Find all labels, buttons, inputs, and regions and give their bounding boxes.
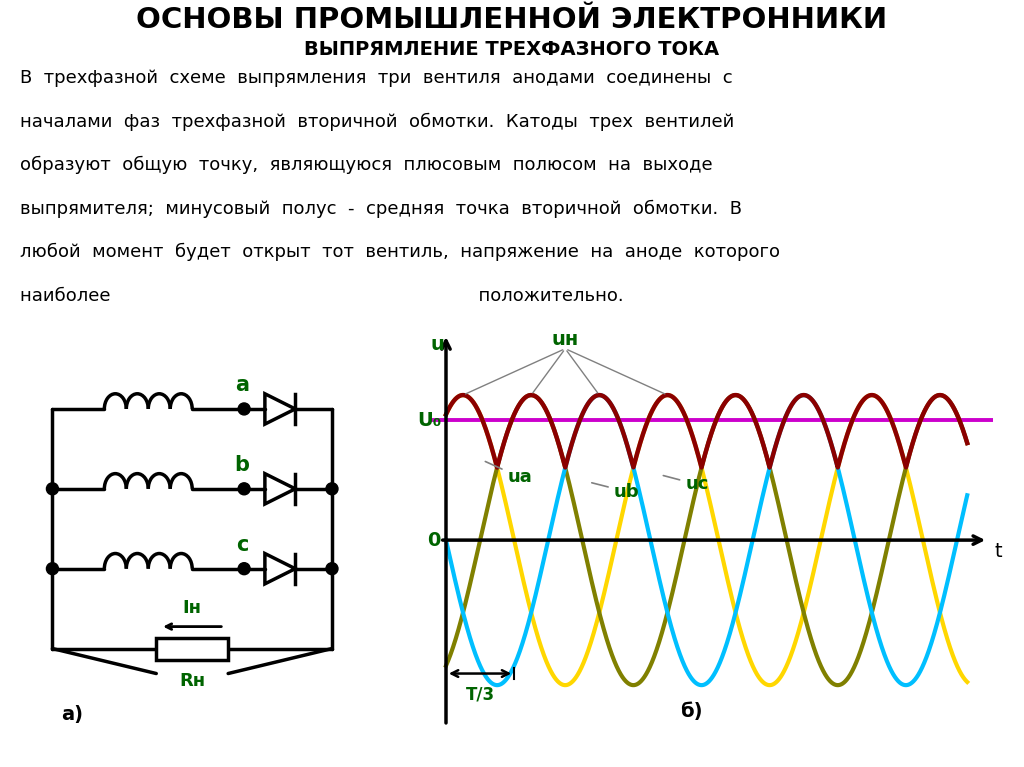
Circle shape <box>239 483 250 495</box>
Text: t: t <box>994 542 1002 561</box>
Text: U₀: U₀ <box>418 410 441 430</box>
Text: началами  фаз  трехфазной  вторичной  обмотки.  Катоды  трех  вентилей: началами фаз трехфазной вторичной обмотк… <box>20 113 735 131</box>
Text: ua: ua <box>485 462 532 486</box>
Text: ВЫПРЯМЛЕНИЕ ТРЕХФАЗНОГО ТОКА: ВЫПРЯМЛЕНИЕ ТРЕХФАЗНОГО ТОКА <box>304 40 720 59</box>
Text: 0: 0 <box>427 531 440 550</box>
Bar <box>157 637 228 660</box>
Text: В  трехфазной  схеме  выпрямления  три  вентиля  анодами  соединены  с: В трехфазной схеме выпрямления три венти… <box>20 69 733 87</box>
Circle shape <box>46 563 58 574</box>
Text: наиболее                                                                положите: наиболее положите <box>20 287 624 304</box>
Circle shape <box>326 563 338 574</box>
Text: образуют  общую  точку,  являющуюся  плюсовым  полюсом  на  выходе: образуют общую точку, являющуюся плюсовы… <box>20 156 713 174</box>
Text: c: c <box>236 535 248 555</box>
Circle shape <box>239 563 250 574</box>
Text: uн: uн <box>552 330 579 349</box>
Text: а): а) <box>61 706 83 725</box>
Text: б): б) <box>680 702 702 721</box>
Circle shape <box>239 403 250 415</box>
Text: выпрямителя;  минусовый  полус  -  средняя  точка  вторичной  обмотки.  В: выпрямителя; минусовый полус - средняя т… <box>20 199 742 218</box>
Text: a: a <box>236 375 249 395</box>
Text: Rн: Rн <box>179 672 205 690</box>
Circle shape <box>326 483 338 495</box>
Text: любой  момент  будет  открыт  тот  вентиль,  напряжение  на  аноде  которого: любой момент будет открыт тот вентиль, н… <box>20 243 780 262</box>
Text: T/3: T/3 <box>466 685 495 703</box>
Text: ub: ub <box>592 482 639 501</box>
Text: u: u <box>431 335 444 354</box>
Text: b: b <box>234 455 250 475</box>
Text: uc: uc <box>664 476 709 493</box>
Circle shape <box>46 483 58 495</box>
Text: ОСНОВЫ ПРОМЫШЛЕННОЙ ЭЛЕКТРОННИКИ: ОСНОВЫ ПРОМЫШЛЕННОЙ ЭЛЕКТРОННИКИ <box>136 5 888 34</box>
Text: Iн: Iн <box>182 598 202 617</box>
